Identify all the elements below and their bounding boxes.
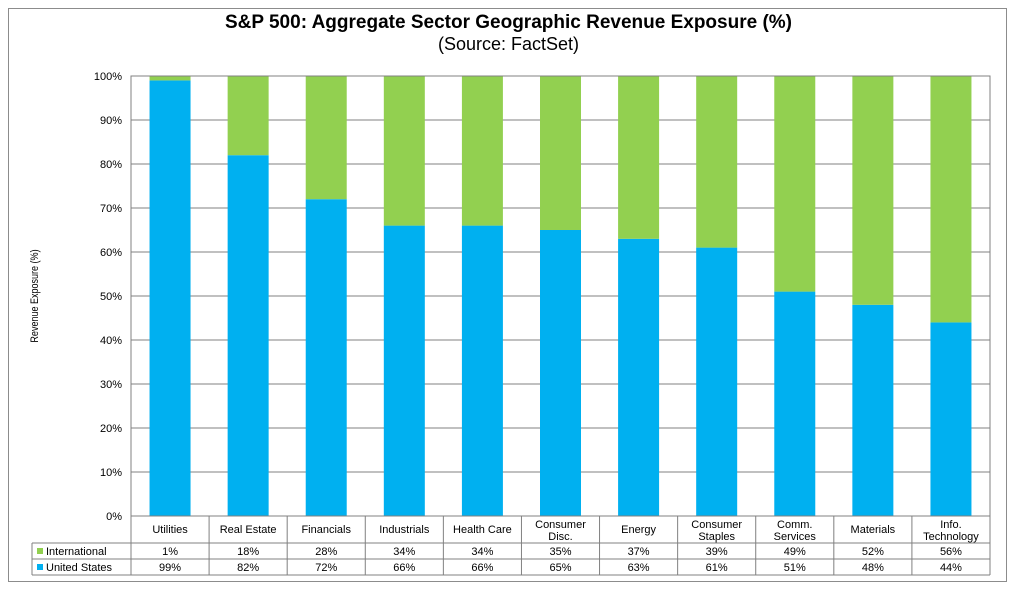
bar-international	[618, 76, 660, 239]
bar-international	[852, 76, 894, 305]
legend-label: United States	[46, 562, 113, 574]
legend-swatch	[37, 564, 43, 570]
data-label: 48%	[862, 562, 884, 574]
bar-international	[774, 76, 816, 292]
y-tick-label: 10%	[100, 467, 122, 479]
data-label: 61%	[706, 562, 728, 574]
x-tick-label: Industrials	[379, 524, 430, 536]
bar-united-states	[227, 155, 269, 516]
bar-international	[227, 76, 269, 156]
legend-swatch	[37, 548, 43, 554]
chart-subtitle: (Source: FactSet)	[437, 34, 580, 54]
y-tick-label: 100%	[94, 71, 122, 83]
data-label: 82%	[237, 562, 259, 574]
y-tick-label: 90%	[100, 115, 122, 127]
data-label: 35%	[549, 546, 571, 558]
x-tick-label: Materials	[851, 524, 896, 536]
data-label: 56%	[940, 546, 962, 558]
bar-united-states	[774, 291, 816, 516]
x-tick-label: Comm. Services	[774, 519, 817, 543]
bar-united-states	[461, 225, 503, 516]
data-label: 72%	[315, 562, 337, 574]
legend-label: International	[46, 546, 107, 558]
data-label: 66%	[471, 562, 493, 574]
bar-united-states	[383, 225, 425, 516]
bar-united-states	[540, 230, 581, 516]
data-label: 66%	[393, 562, 415, 574]
chart-title: S&P 500: Aggregate Sector Geographic Rev…	[224, 12, 792, 33]
bar-international	[383, 76, 425, 226]
y-tick-label: 20%	[100, 423, 122, 435]
data-label: 39%	[706, 546, 728, 558]
bar-international	[930, 76, 972, 323]
bar-international	[540, 76, 581, 230]
bar-united-states	[852, 304, 894, 516]
y-tick-label: 80%	[100, 159, 122, 171]
x-tick-label: Utilities	[152, 524, 188, 536]
data-label: 51%	[784, 562, 806, 574]
y-tick-label: 40%	[100, 335, 122, 347]
x-tick-label: Real Estate	[220, 524, 277, 536]
data-label: 49%	[784, 546, 806, 558]
x-tick-label: Consumer Disc.	[535, 519, 586, 543]
x-tick-label: Info. Technology	[923, 519, 979, 543]
bar-united-states	[305, 199, 347, 516]
data-label: 52%	[862, 546, 884, 558]
data-label: 34%	[471, 546, 493, 558]
data-label: 44%	[940, 562, 962, 574]
data-label: 65%	[549, 562, 571, 574]
y-tick-label: 50%	[100, 291, 122, 303]
x-tick-label: Consumer Staples	[691, 519, 742, 543]
data-label: 37%	[628, 546, 650, 558]
bar-international	[305, 76, 347, 200]
bar-united-states	[618, 238, 660, 517]
bar-united-states	[930, 322, 972, 516]
y-axis-label: Revenue Exposure (%)	[29, 249, 41, 342]
data-label: 34%	[393, 546, 415, 558]
data-label: 18%	[237, 546, 259, 558]
bar-united-states	[149, 80, 191, 517]
y-tick-label: 30%	[100, 379, 122, 391]
y-tick-label: 60%	[100, 247, 122, 259]
data-label: 28%	[315, 546, 337, 558]
plot-area-border	[130, 75, 991, 517]
data-label: 99%	[159, 562, 181, 574]
y-tick-label: 0%	[106, 511, 122, 523]
bar-international	[461, 76, 503, 226]
x-tick-label: Health Care	[453, 524, 512, 536]
bar-international	[149, 76, 191, 81]
bar-united-states	[696, 247, 738, 516]
data-label: 1%	[162, 546, 178, 558]
x-tick-label: Financials	[301, 524, 351, 536]
y-tick-label: 70%	[100, 203, 122, 215]
data-label: 63%	[628, 562, 650, 574]
x-tick-label: Energy	[621, 524, 656, 536]
bar-international	[696, 76, 738, 248]
